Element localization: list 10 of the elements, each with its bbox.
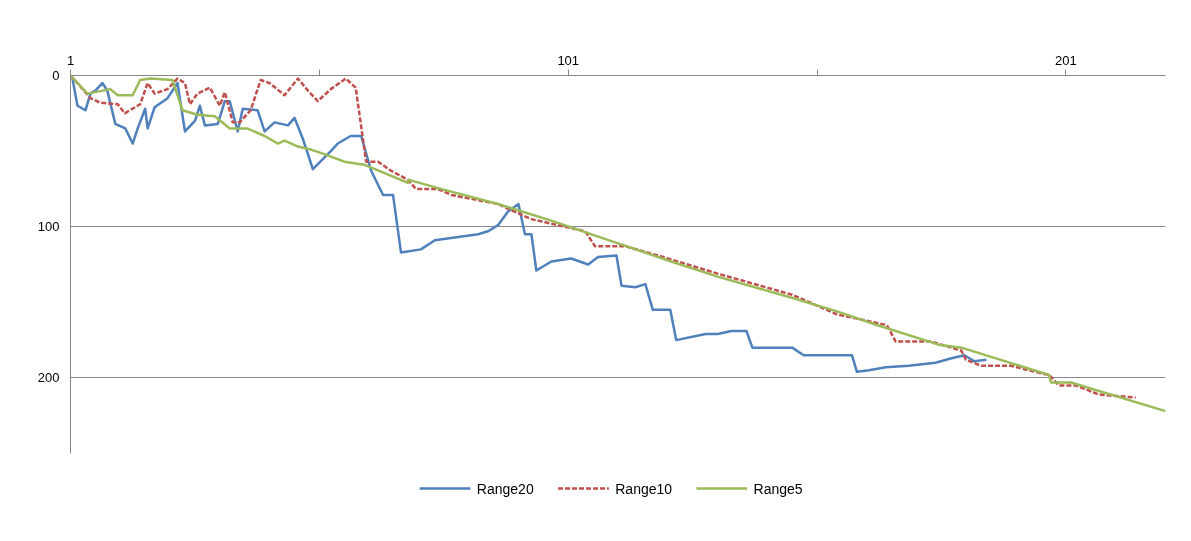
x-tick-label: 101: [557, 52, 580, 68]
legend-label: Range10: [615, 480, 673, 497]
x-tick-label: 201: [1055, 52, 1077, 68]
legend-label: Range20: [476, 480, 534, 497]
line-series: [70, 75, 988, 374]
y-tick-label: 200: [37, 370, 60, 386]
legend-label: Range5: [753, 480, 803, 497]
y-tick-label: 100: [37, 219, 60, 235]
y-tick-label: 0: [52, 68, 60, 83]
x-tick-label: 1: [66, 52, 75, 68]
